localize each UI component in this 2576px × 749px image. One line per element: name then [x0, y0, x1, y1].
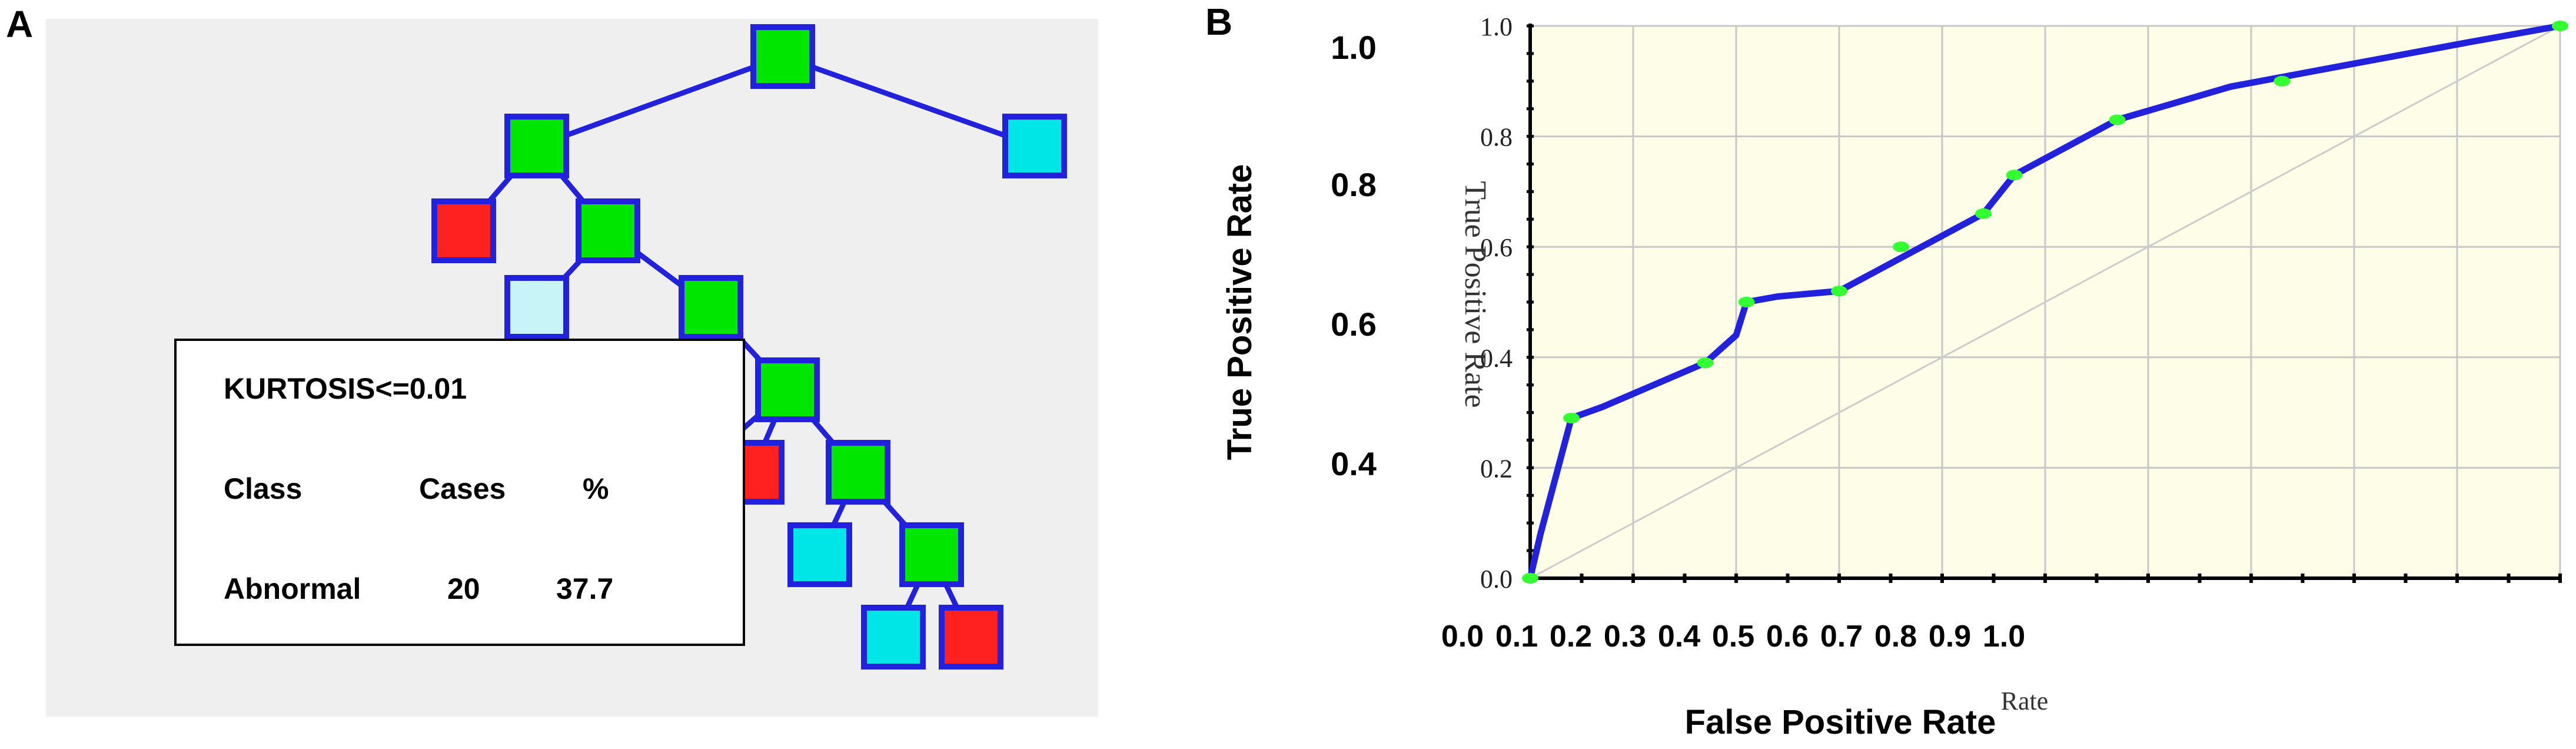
tree-node-mixed [899, 522, 964, 587]
row-class: Abnormal [224, 572, 361, 605]
roc-curve [1527, 22, 2564, 582]
inner-x-axis-label: Rate [2001, 687, 2049, 715]
tree-node-normal [1002, 114, 1067, 178]
tree-node-normal [787, 522, 852, 587]
diagonal-reference-line [1530, 25, 2561, 579]
roc-point [1738, 297, 1755, 307]
roc-point [1563, 412, 1580, 423]
tree-node-mixed [755, 357, 820, 422]
inner-y-tick-label: 0.2 [1480, 454, 1513, 483]
roc-point [2006, 170, 2023, 181]
roc-point [2552, 21, 2568, 31]
x-tick-label: 1.0 [1983, 619, 2025, 654]
tree-node-mixed [679, 275, 743, 340]
roc-point [1975, 208, 1992, 219]
decision-tree [431, 24, 1067, 670]
header-class: Class [224, 472, 303, 505]
roc-chart: 0.0 0.2 0.4 0.6 0.8 1.0 True Positive Rate Rate… [1221, 12, 2568, 741]
x-tick-label: 0.1 [1495, 619, 1538, 654]
panel-b-label: B [1205, 1, 1233, 43]
inner-y-tick-label: 0.0 [1480, 565, 1513, 594]
x-tick-label: 0.3 [1604, 619, 1646, 654]
panel-a-label: A [6, 3, 34, 45]
row-percent: 37.7 [556, 572, 614, 605]
tree-edge [782, 54, 1036, 149]
tree-node-abnormal [431, 198, 496, 263]
x-tick-label: 0.7 [1820, 619, 1863, 654]
x-tick-label: 0.9 [1929, 619, 1971, 654]
inner-y-tick-label: 0.4 [1480, 344, 1513, 373]
x-tick-label: 0.2 [1550, 619, 1592, 654]
inner-y-tick-label: 0.6 [1480, 233, 1513, 262]
tree-node-abnormal [939, 605, 1003, 670]
tree-node-mixed [750, 24, 815, 89]
tree-node-mixed [826, 440, 890, 505]
tree-node-mixed [504, 114, 569, 178]
row-cases: 20 [447, 572, 480, 605]
roc-point [2273, 75, 2291, 87]
x-tick-label: 0.6 [1766, 619, 1809, 654]
split-rule: KURTOSIS<=0.01 [224, 372, 467, 405]
roc-point [2109, 114, 2126, 125]
header-cases: Cases [419, 472, 506, 505]
node-info-box: KURTOSIS<=0.01 Class Cases % Abnormal 20… [174, 339, 745, 646]
x-tick-label: 0.8 [1874, 619, 1917, 654]
header-percent: % [583, 472, 609, 505]
tree-node-mixed [576, 198, 640, 263]
decision-tree-panel: KURTOSIS<=0.01 Class Cases % Abnormal 20… [46, 19, 1098, 717]
inner-y-tick-label: 1.0 [1480, 12, 1513, 41]
roc-point [1697, 357, 1714, 369]
tree-node-light [504, 275, 569, 340]
y-axis-title: True Positive Rate [1221, 164, 1259, 460]
tree-node-normal [861, 605, 926, 670]
y-tick-label: 1.0 [1331, 29, 1377, 66]
x-axis-title: False Positive Rate [1685, 703, 1996, 741]
inner-y-axis-label: True Positive Rate [1458, 181, 1492, 407]
roc-point [1893, 241, 1909, 253]
tree-edge [536, 54, 784, 149]
x-tick-label: 0.0 [1441, 619, 1484, 654]
x-tick-label: 0.4 [1658, 619, 1700, 654]
y-tick-label: 0.8 [1331, 166, 1377, 203]
y-tick-label: 0.4 [1331, 445, 1377, 482]
inner-y-tick-label: 0.8 [1480, 123, 1513, 152]
y-tick-label: 0.6 [1331, 306, 1377, 343]
x-tick-label: 0.5 [1712, 619, 1754, 654]
roc-point [1522, 573, 1538, 584]
roc-point [1831, 286, 1847, 297]
